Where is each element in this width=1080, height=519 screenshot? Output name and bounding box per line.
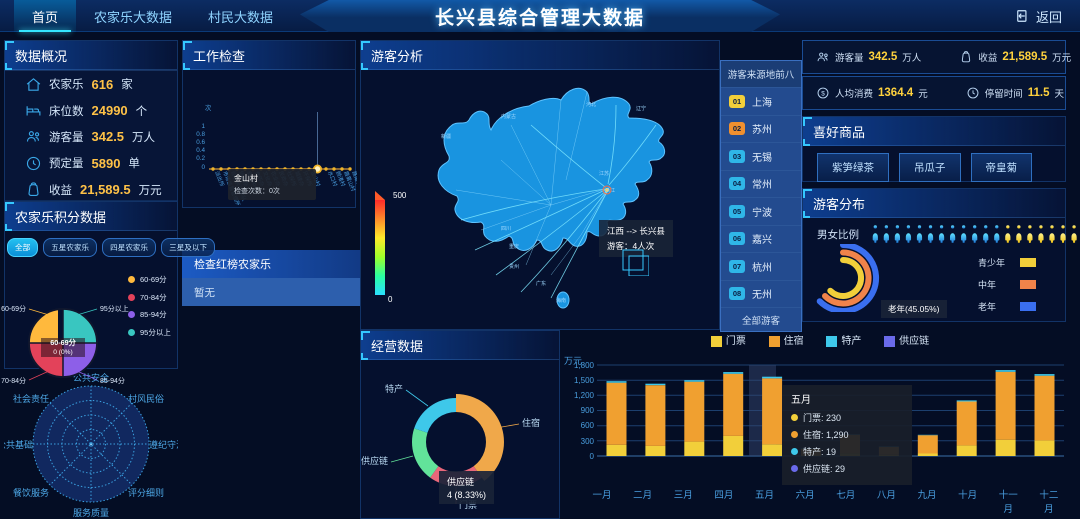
svg-text:1,200: 1,200: [574, 391, 595, 400]
svg-text:住宿: 住宿: [522, 417, 540, 428]
svg-text:70-84分: 70-84分: [1, 376, 26, 385]
svg-text:公共基础: 公共基础: [4, 439, 33, 450]
svg-text:0.2: 0.2: [196, 155, 205, 162]
svg-text:遵纪守法: 遵纪守法: [149, 439, 178, 450]
svg-text:四川: 四川: [501, 226, 511, 232]
svg-text:60-69分: 60-69分: [1, 304, 26, 313]
svg-text:95分以上: 95分以上: [100, 304, 129, 313]
svg-text:河北: 河北: [586, 101, 596, 108]
svg-text:广东: 广东: [536, 280, 546, 287]
svg-text:85-94分: 85-94分: [100, 376, 125, 385]
svg-text:$: $: [821, 90, 825, 97]
svg-text:0: 0: [590, 452, 595, 461]
svg-text:300: 300: [581, 437, 595, 446]
svg-text:0 (0%): 0 (0%): [53, 349, 72, 356]
svg-text:0.4: 0.4: [196, 147, 205, 154]
svg-text:60-69分: 60-69分: [50, 338, 76, 347]
svg-text:海南: 海南: [556, 297, 566, 304]
svg-text:服务质量: 服务质量: [73, 507, 109, 518]
svg-text:0.8: 0.8: [196, 131, 205, 138]
svg-text:餐饮服务: 餐饮服务: [13, 487, 49, 498]
svg-text:江苏: 江苏: [599, 170, 609, 177]
svg-text:600: 600: [581, 421, 595, 430]
svg-text:供应链: 供应链: [361, 455, 388, 466]
svg-text:900: 900: [581, 406, 595, 415]
svg-text:特产: 特产: [385, 383, 403, 394]
svg-text:次: 次: [205, 103, 212, 112]
svg-text:1: 1: [201, 123, 205, 130]
svg-text:贵州: 贵州: [509, 263, 519, 270]
svg-text:0: 0: [201, 164, 205, 171]
svg-text:内蒙古: 内蒙古: [501, 113, 516, 120]
svg-text:新疆: 新疆: [441, 133, 451, 140]
svg-text:重庆: 重庆: [509, 243, 519, 250]
svg-text:0.6: 0.6: [196, 139, 205, 146]
svg-text:1,800: 1,800: [574, 361, 595, 370]
svg-text:评分细则: 评分细则: [128, 487, 164, 498]
svg-text:1,500: 1,500: [574, 376, 595, 385]
svg-text:辽宁: 辽宁: [636, 105, 646, 112]
